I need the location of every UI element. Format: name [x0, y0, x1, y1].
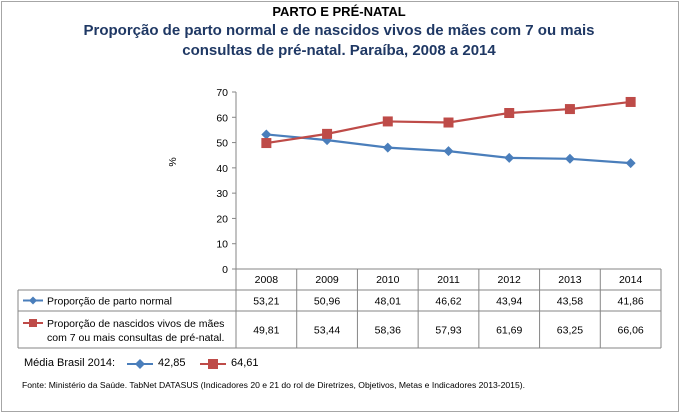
- x-tick-label: 2009: [315, 274, 339, 286]
- y-tick-label: 20: [216, 213, 228, 225]
- y-tick-label: 40: [216, 163, 228, 175]
- series-parto-normal-point: [261, 129, 272, 140]
- legend-prenatal-square-icon: [29, 319, 37, 327]
- y-tick-label: 30: [216, 188, 228, 200]
- series-pre-natal-point: [564, 104, 575, 115]
- series-pre-natal-point: [382, 116, 393, 127]
- series-pre-natal-point: [625, 96, 636, 107]
- table-cell-parto: 50,96: [314, 296, 340, 308]
- x-tick-label: 2011: [437, 274, 460, 286]
- section-title: PARTO E PRÉ-NATAL: [272, 4, 406, 19]
- series-parto-normal-point: [504, 152, 515, 163]
- series-parto-normal-point: [382, 142, 393, 153]
- legend-parto-normal: Proporção de parto normal: [47, 296, 172, 308]
- table-cell-prenatal: 49,81: [253, 325, 279, 337]
- x-tick-label: 2008: [255, 274, 279, 286]
- legend-parto-diamond-icon: [29, 296, 37, 305]
- chart-title-line-1: Proporção de parto normal e de nascidos …: [83, 22, 595, 39]
- source-note: Fonte: Ministério da Saúde. TabNet DATAS…: [22, 380, 525, 390]
- table-cell-prenatal: 58,36: [375, 325, 401, 337]
- x-tick-label: 2012: [498, 274, 522, 286]
- x-tick-label: 2013: [558, 274, 582, 286]
- y-tick-label: 0: [222, 264, 228, 276]
- table-cell-prenatal: 61,69: [496, 325, 522, 337]
- table-cell-parto: 48,01: [375, 296, 401, 308]
- series-pre-natal-point: [322, 128, 333, 139]
- brazil-average-pre-natal: 64,61: [231, 357, 259, 369]
- series-pre-natal-point: [443, 117, 454, 128]
- x-tick-label: 2010: [376, 274, 400, 286]
- series-parto-normal-point: [443, 146, 454, 157]
- table-cell-parto: 43,94: [496, 296, 522, 308]
- brazil-average-label: Média Brasil 2014:: [24, 357, 116, 369]
- x-tick-label: 2014: [619, 274, 643, 286]
- table-cell-prenatal: 57,93: [435, 325, 461, 337]
- chart-title-line-2: consultas de pré-natal. Paraíba, 2008 a …: [182, 42, 496, 59]
- series-pre-natal-point: [504, 108, 515, 119]
- y-tick-label: 50: [216, 138, 228, 150]
- table-cell-prenatal: 66,06: [618, 325, 644, 337]
- y-tick-label: 60: [216, 112, 228, 124]
- table-cell-parto: 41,86: [618, 296, 644, 308]
- table-cell-parto: 53,21: [253, 296, 279, 308]
- y-tick-label: 10: [216, 239, 228, 251]
- brazil-average-parto-normal: 42,85: [158, 357, 186, 369]
- chart-title: Proporção de parto normal e de nascidos …: [0, 21, 678, 61]
- table-cell-prenatal: 53,44: [314, 325, 340, 337]
- y-tick-label: 70: [216, 87, 228, 99]
- series-pre-natal-point: [261, 138, 272, 149]
- table-cell-prenatal: 63,25: [557, 325, 583, 337]
- series-parto-normal-point: [625, 158, 636, 169]
- series-parto-normal-point: [564, 153, 575, 164]
- legend-prenatal-line-2: com 7 ou mais consultas de pré-natal.: [47, 332, 224, 344]
- legend-prenatal-line-1: Proporção de nascidos vivos de mães: [47, 318, 224, 330]
- table-cell-parto: 43,58: [557, 296, 583, 308]
- table-cell-parto: 46,62: [435, 296, 461, 308]
- y-axis-label: %: [167, 157, 179, 166]
